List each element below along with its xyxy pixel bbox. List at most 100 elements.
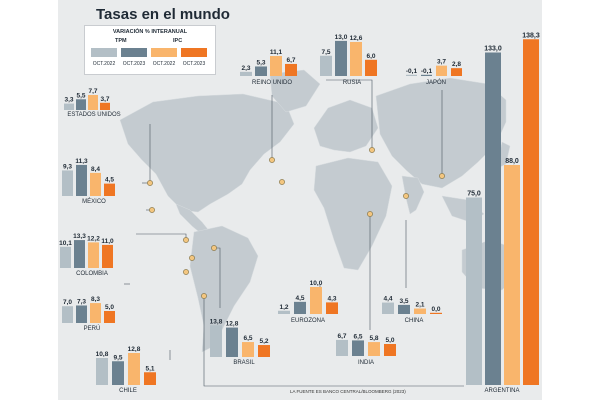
legend-group-ipc: IPC: [173, 38, 183, 44]
marker-japan: [439, 173, 445, 179]
bar-per--1: [76, 305, 87, 323]
marker-colombia: [183, 237, 189, 243]
marker-us: [147, 180, 153, 186]
bar-value-label: 5,2: [259, 338, 268, 345]
bar-value-label: 7,5: [321, 49, 330, 56]
marker-mexico: [149, 207, 155, 213]
bar-value-label: 5,3: [256, 59, 265, 66]
marker-argentina: [201, 293, 207, 299]
bar-brasil-1: [226, 327, 238, 357]
bar-m-xico-3: [104, 183, 115, 196]
bar-value-label: 11,3: [75, 158, 88, 165]
bar-value-label: 3,5: [399, 298, 408, 305]
bar-brasil-2: [242, 342, 254, 357]
legend: VARIACIÓN % INTERANUAL TPM IPC OCT.2022 …: [84, 25, 216, 75]
page-title: Tasas en el mundo: [96, 6, 230, 23]
bar-colombia-0: [60, 246, 71, 268]
bar-value-label: 6,5: [243, 335, 252, 342]
bar-eurozona-0: [278, 310, 290, 314]
bar-m-xico-1: [76, 164, 87, 196]
marker-india: [367, 211, 373, 217]
bar-rusia-3: [365, 59, 377, 76]
bar-reino-unido-2: [270, 56, 282, 76]
bar-per--3: [104, 311, 115, 323]
bar-value-label: 1,2: [279, 304, 288, 311]
bar-china-0: [382, 302, 394, 314]
bar-m-xico-2: [90, 172, 101, 196]
country-label-chile: CHILE: [119, 388, 137, 394]
connector-russia: [326, 79, 373, 148]
bar-colombia-1: [74, 240, 85, 268]
bar-value-label: 6,7: [286, 57, 295, 64]
country-label-eurozona: EUROZONA: [290, 318, 326, 324]
bar-value-label: 4,3: [327, 295, 336, 302]
country-label-estados-unidos: ESTADOS UNIDOS: [67, 112, 121, 118]
bar-value-label: 10,1: [59, 240, 72, 247]
bar-eurozona-3: [326, 302, 338, 314]
bar-colombia-2: [88, 242, 99, 268]
bar-china-3: [430, 312, 442, 314]
bar-value-label: -0,1: [421, 68, 433, 75]
bar-value-label: 12,8: [128, 346, 141, 353]
source-note: LA FUENTE ES BANCO CENTRAL/BLOOMBERG (20…: [290, 389, 406, 394]
legend-swatch-ipc-2022: [151, 48, 177, 57]
bar-rusia-1: [335, 40, 347, 76]
bar-value-label: 138,3: [522, 32, 540, 39]
bar-value-label: 8,4: [91, 166, 100, 173]
bar-chile-1: [112, 361, 124, 385]
bar-value-label: 11,1: [270, 49, 283, 56]
bar-value-label: 6,0: [366, 53, 375, 60]
bar-value-label: 2,3: [241, 65, 250, 72]
country-label-peru: PERÚ: [83, 326, 101, 332]
bar-chile-2: [128, 353, 140, 385]
legend-swatch-tpm-2022: [91, 48, 117, 57]
bar-china-1: [398, 304, 410, 314]
bar-brasil-3: [258, 345, 270, 357]
bar-jap-n-1: [421, 74, 432, 76]
bar-value-label: 7,7: [88, 88, 97, 95]
marker-russia: [369, 147, 375, 153]
bar-estados-unidos-2: [88, 94, 98, 110]
bar-value-label: 9,5: [113, 354, 122, 361]
bar-china-2: [414, 308, 426, 314]
country-label-china: CHINA: [404, 318, 424, 324]
bar-value-label: 12,6: [350, 35, 363, 42]
bar-argentina-1: [485, 52, 501, 385]
legend-item-label: OCT.2023: [182, 61, 206, 67]
asia-landmass: [375, 77, 507, 189]
bar-value-label: 75,0: [467, 191, 481, 198]
bar-value-label: 3,3: [64, 97, 73, 104]
bar-rusia-2: [350, 41, 362, 76]
bar-estados-unidos-0: [64, 103, 74, 110]
bar-jap-n-3: [451, 68, 462, 76]
bar-value-label: 12,8: [226, 321, 239, 328]
bar-value-label: 5,0: [105, 304, 114, 311]
legend-heading: VARIACIÓN % INTERANUAL: [112, 29, 188, 35]
bar-value-label: 9,3: [63, 163, 72, 170]
bar-india-2: [368, 342, 380, 356]
bar-value-label: 10,8: [96, 351, 109, 358]
bar-value-label: 8,3: [91, 296, 100, 303]
bar-value-label: 13,0: [335, 34, 348, 41]
bar-india-1: [352, 340, 364, 356]
bar-value-label: -0,1: [406, 68, 418, 75]
connector-argentina: [203, 296, 464, 387]
infographic-frame: Tasas en el mundo VARIACIÓN % INTERANUAL…: [58, 0, 542, 400]
bar-value-label: 7,0: [63, 299, 72, 306]
marker-brazil: [211, 245, 217, 251]
bar-value-label: 5,5: [76, 92, 85, 99]
bar-value-label: 4,5: [295, 295, 304, 302]
africa-landmass: [313, 157, 393, 271]
bar-value-label: 12,2: [87, 235, 100, 242]
country-label-japon: JAPÓN: [425, 80, 447, 86]
bar-estados-unidos-3: [100, 102, 110, 110]
bar-value-label: 3,7: [100, 96, 109, 103]
bar-brasil-0: [210, 325, 222, 357]
marker-uk: [269, 157, 275, 163]
country-label-reino-unido: REINO UNIDO: [251, 80, 293, 86]
bar-india-3: [384, 344, 396, 356]
bar-value-label: 6,5: [353, 333, 362, 340]
bar-charts: 3,35,57,73,79,311,38,44,510,113,3 12,2 11,…: [59, 32, 540, 385]
bar-value-label: 4,5: [105, 177, 114, 184]
bar-reino-unido-0: [240, 71, 252, 76]
